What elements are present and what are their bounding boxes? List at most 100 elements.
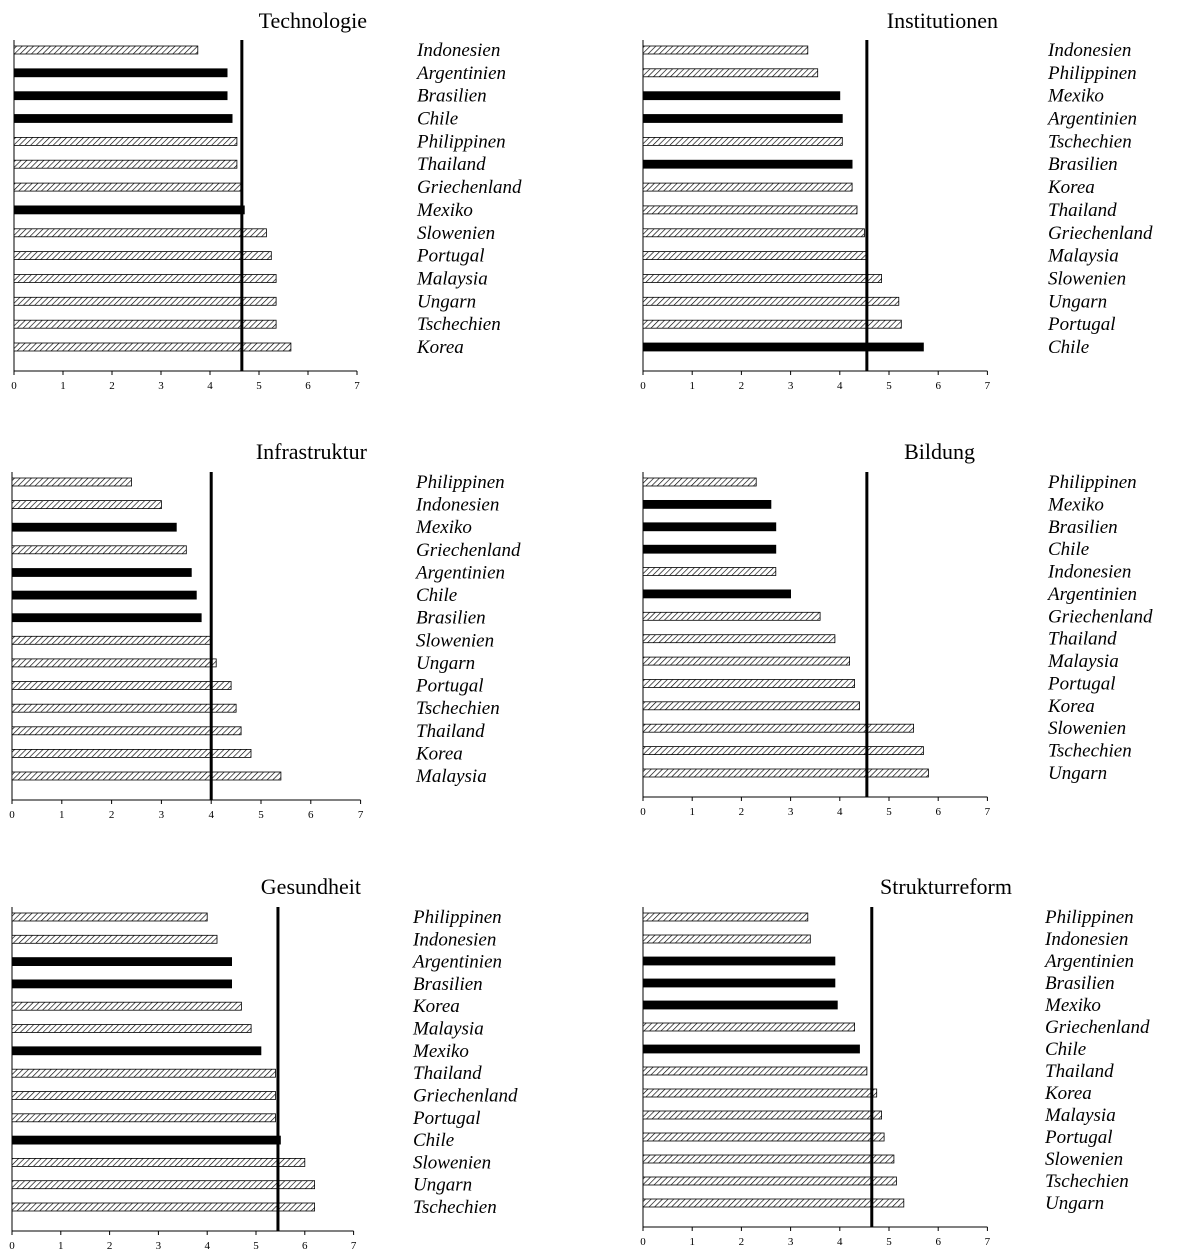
bar: [642, 205, 858, 215]
bar: [642, 934, 811, 944]
bar: [642, 1066, 868, 1076]
bar: [642, 477, 757, 487]
country-label: Slowenien: [1045, 1149, 1123, 1170]
bar: [13, 274, 277, 283]
country-label: Argentinien: [414, 563, 505, 584]
country-label: Indonesien: [415, 495, 499, 516]
bar: [642, 251, 868, 261]
x-tick-label: 2: [109, 809, 115, 821]
country-label: Argentinien: [1046, 109, 1137, 130]
country-label: Indonesien: [412, 929, 496, 950]
country-label: Slowenien: [416, 630, 494, 651]
country-label: Philippinen: [1047, 63, 1137, 84]
bar: [11, 1091, 276, 1100]
bar: [642, 45, 809, 55]
x-tick-label: 6: [935, 806, 941, 818]
country-label: Slowenien: [417, 223, 495, 244]
x-tick-label: 5: [886, 1236, 892, 1248]
bar: [642, 228, 865, 238]
bar: [11, 1113, 276, 1123]
bar: [642, 1022, 856, 1032]
x-tick-label: 2: [739, 1236, 745, 1248]
country-label: Ungarn: [413, 1175, 472, 1196]
country-label: Tschechien: [1048, 131, 1132, 152]
bar: [642, 1044, 860, 1054]
x-tick-label: 3: [156, 1240, 162, 1252]
x-tick-label: 7: [985, 1236, 991, 1248]
country-label: Mexiko: [412, 1041, 469, 1062]
bar: [13, 205, 245, 215]
country-label: Brasilien: [416, 608, 486, 629]
x-tick-label: 2: [739, 380, 745, 392]
bar: [642, 768, 929, 778]
x-tick-label: 3: [159, 809, 165, 821]
country-label: Portugal: [1047, 314, 1116, 335]
bar: [642, 159, 853, 169]
x-tick-label: 6: [935, 380, 941, 392]
x-tick-label: 7: [354, 380, 360, 392]
country-label: Malaysia: [412, 1019, 484, 1040]
country-label: Thailand: [1045, 1061, 1114, 1082]
bar: [11, 613, 202, 623]
x-tick-label: 6: [935, 1236, 941, 1248]
country-label: Philippinen: [1044, 907, 1134, 928]
country-label: Argentinien: [1043, 951, 1134, 972]
country-label: Korea: [416, 337, 464, 358]
bar: [642, 182, 853, 192]
bar: [642, 499, 772, 509]
country-label: Griechenland: [413, 1086, 518, 1107]
bar: [642, 656, 851, 666]
country-label: Ungarn: [1045, 1193, 1104, 1214]
country-label: Portugal: [1047, 674, 1116, 695]
x-tick-label: 4: [837, 1236, 843, 1248]
x-tick-label: 6: [305, 380, 311, 392]
x-tick-label: 1: [689, 1236, 695, 1248]
country-label: Brasilien: [1045, 973, 1115, 994]
x-tick-label: 5: [258, 809, 264, 821]
bar: [13, 91, 228, 101]
chart-title: Institutionen: [887, 8, 998, 33]
x-tick-label: 5: [886, 380, 892, 392]
x-tick-label: 7: [985, 806, 991, 818]
x-tick-label: 3: [788, 1236, 794, 1248]
x-tick-label: 6: [302, 1240, 308, 1252]
country-label: Korea: [412, 996, 460, 1017]
bar: [642, 544, 777, 554]
bar: [13, 228, 267, 238]
bar: [642, 114, 843, 123]
country-label: Thailand: [1048, 200, 1117, 221]
country-label: Portugal: [415, 676, 484, 697]
x-tick-label: 2: [109, 380, 115, 392]
country-label: Argentinien: [1046, 584, 1137, 605]
x-tick-label: 0: [640, 806, 646, 818]
bar: [642, 296, 900, 306]
country-label: Brasilien: [1048, 154, 1118, 175]
bar: [13, 159, 238, 169]
country-label: Chile: [1045, 1039, 1086, 1060]
country-label: Philippinen: [415, 472, 505, 493]
bar: [13, 319, 277, 329]
bar: [642, 679, 856, 688]
bar: [11, 912, 208, 922]
country-label: Brasilien: [417, 86, 487, 107]
country-label: Brasilien: [413, 974, 483, 995]
x-tick-label: 4: [204, 1240, 210, 1252]
bar: [11, 1068, 276, 1078]
country-label: Tschechien: [417, 314, 501, 335]
x-tick-label: 0: [640, 380, 646, 392]
bar: [11, 500, 162, 510]
bar: [642, 1110, 883, 1120]
bar: [13, 296, 277, 306]
chart-title: Strukturreform: [880, 874, 1012, 899]
x-tick-label: 3: [788, 380, 794, 392]
bar: [11, 703, 237, 713]
bar: [642, 978, 836, 988]
x-tick-label: 4: [207, 380, 213, 392]
bar: [642, 1176, 897, 1186]
x-tick-label: 4: [208, 809, 214, 821]
bar: [11, 568, 192, 577]
x-tick-label: 4: [837, 380, 843, 392]
country-label: Mexiko: [415, 517, 472, 538]
bar: [642, 701, 860, 711]
